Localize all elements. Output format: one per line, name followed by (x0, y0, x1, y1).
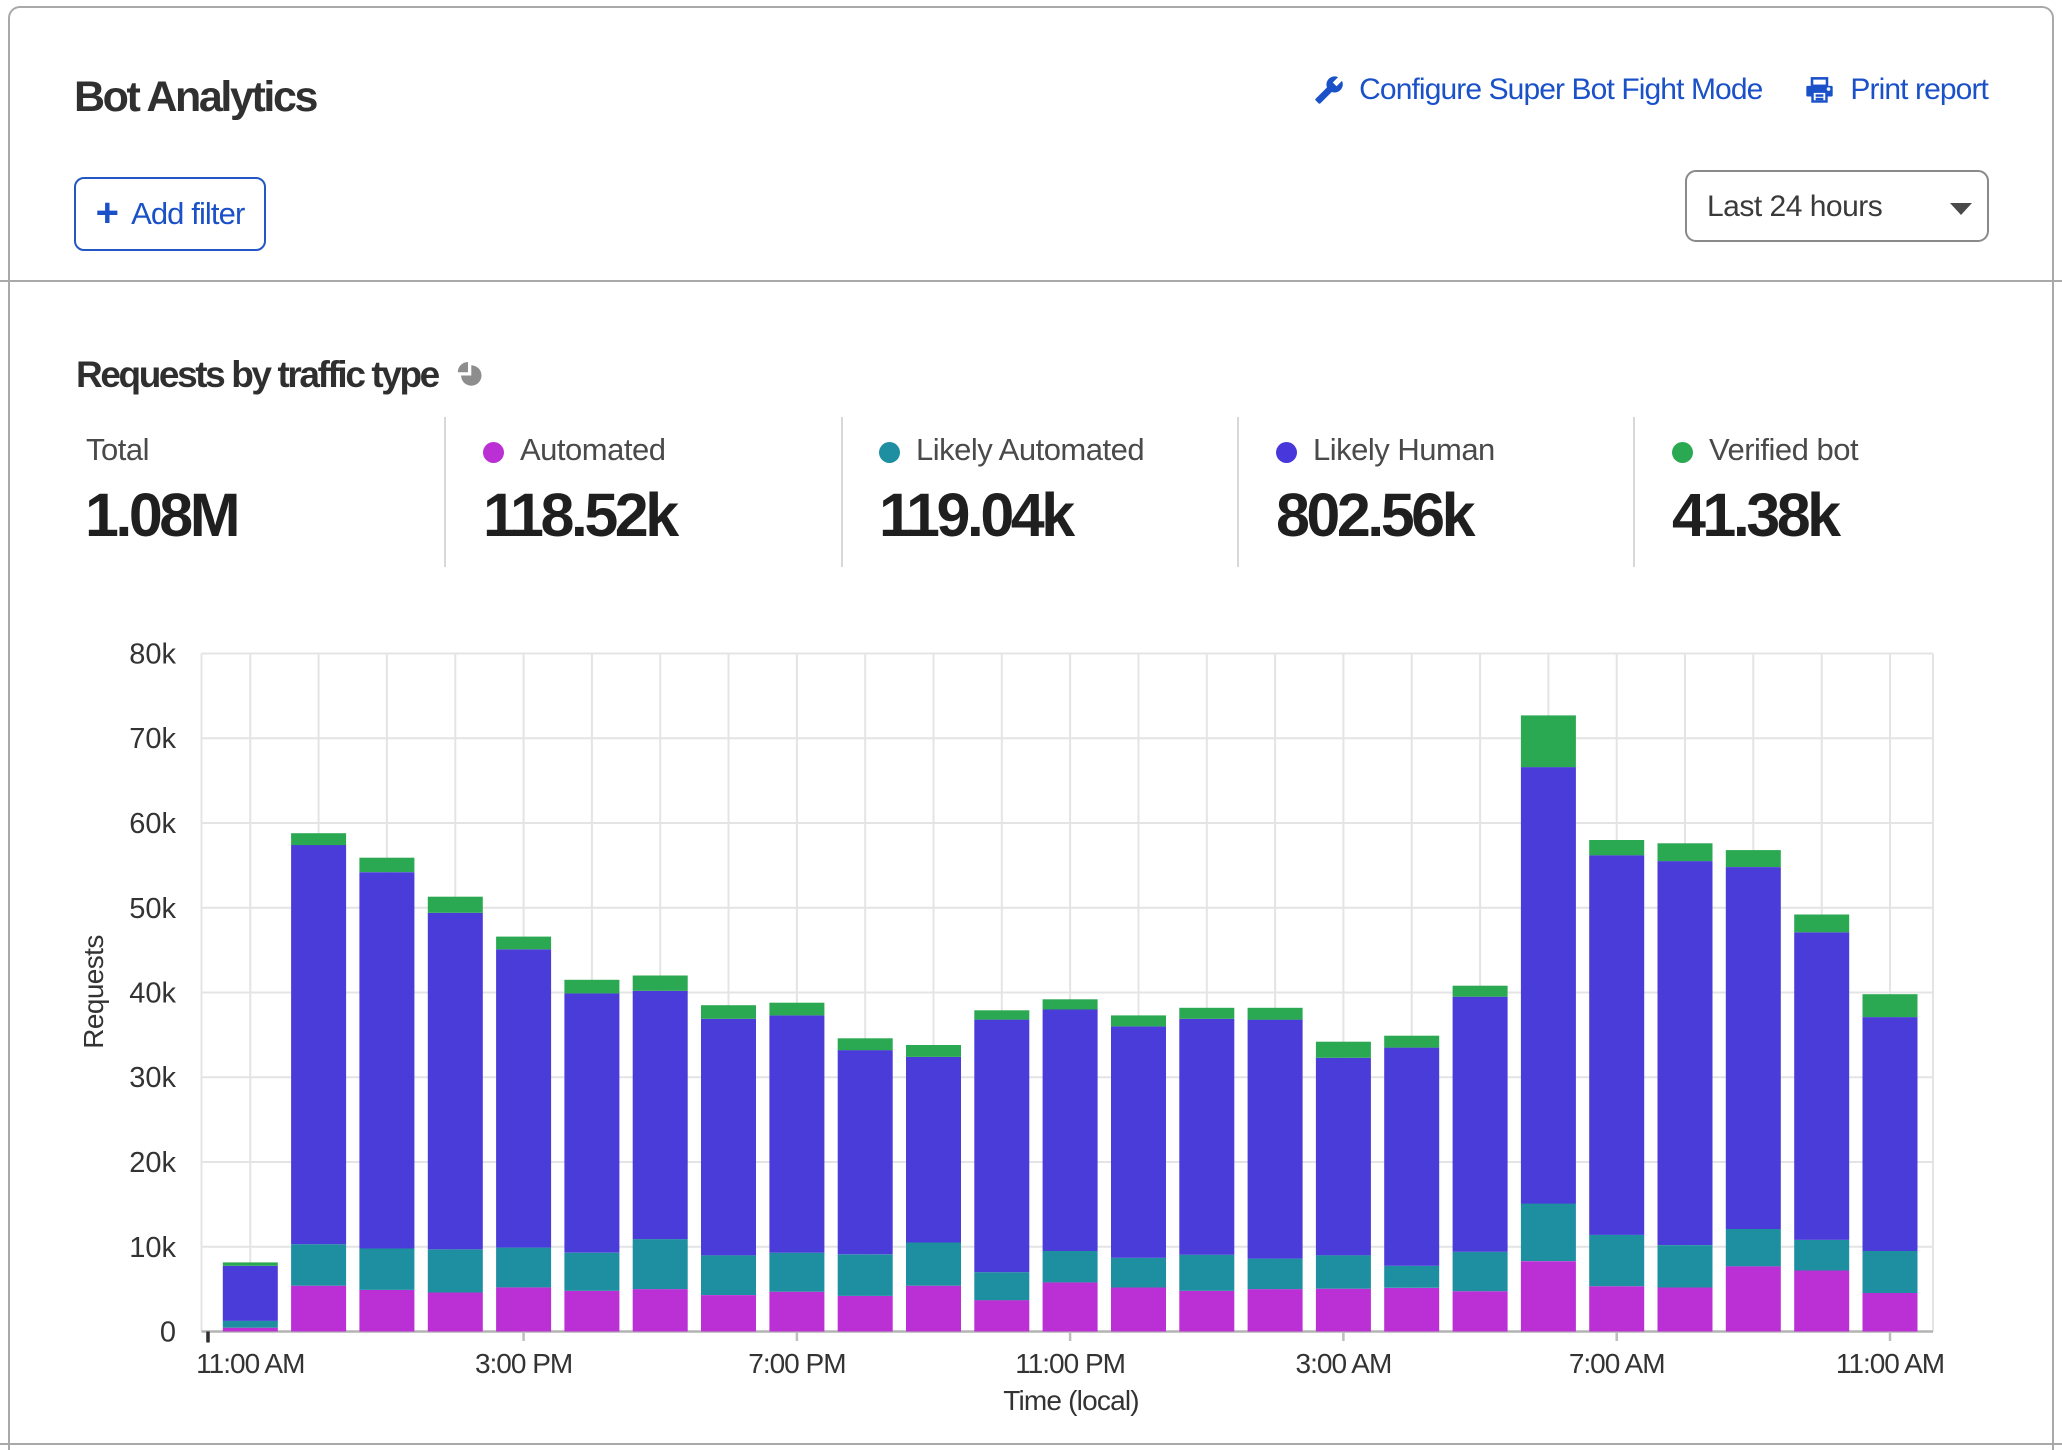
svg-text:Requests: Requests (78, 935, 109, 1049)
svg-text:7:00 PM: 7:00 PM (748, 1348, 845, 1379)
svg-text:11:00 AM: 11:00 AM (1836, 1348, 1944, 1379)
svg-text:80k: 80k (129, 639, 176, 671)
svg-text:7:00 AM: 7:00 AM (1569, 1348, 1665, 1379)
svg-text:20k: 20k (129, 1147, 176, 1179)
svg-text:0: 0 (160, 1317, 176, 1349)
svg-text:Time (local): Time (local) (1003, 1385, 1139, 1416)
svg-text:11:00 AM: 11:00 AM (196, 1348, 304, 1379)
svg-text:3:00 AM: 3:00 AM (1296, 1348, 1392, 1379)
svg-text:60k: 60k (129, 808, 176, 840)
svg-text:10k: 10k (129, 1232, 176, 1264)
svg-text:70k: 70k (129, 723, 176, 755)
svg-text:40k: 40k (129, 978, 176, 1010)
svg-text:30k: 30k (129, 1062, 176, 1094)
svg-text:3:00 PM: 3:00 PM (475, 1348, 572, 1379)
svg-text:11:00 PM: 11:00 PM (1015, 1348, 1125, 1379)
svg-text:50k: 50k (129, 893, 176, 925)
